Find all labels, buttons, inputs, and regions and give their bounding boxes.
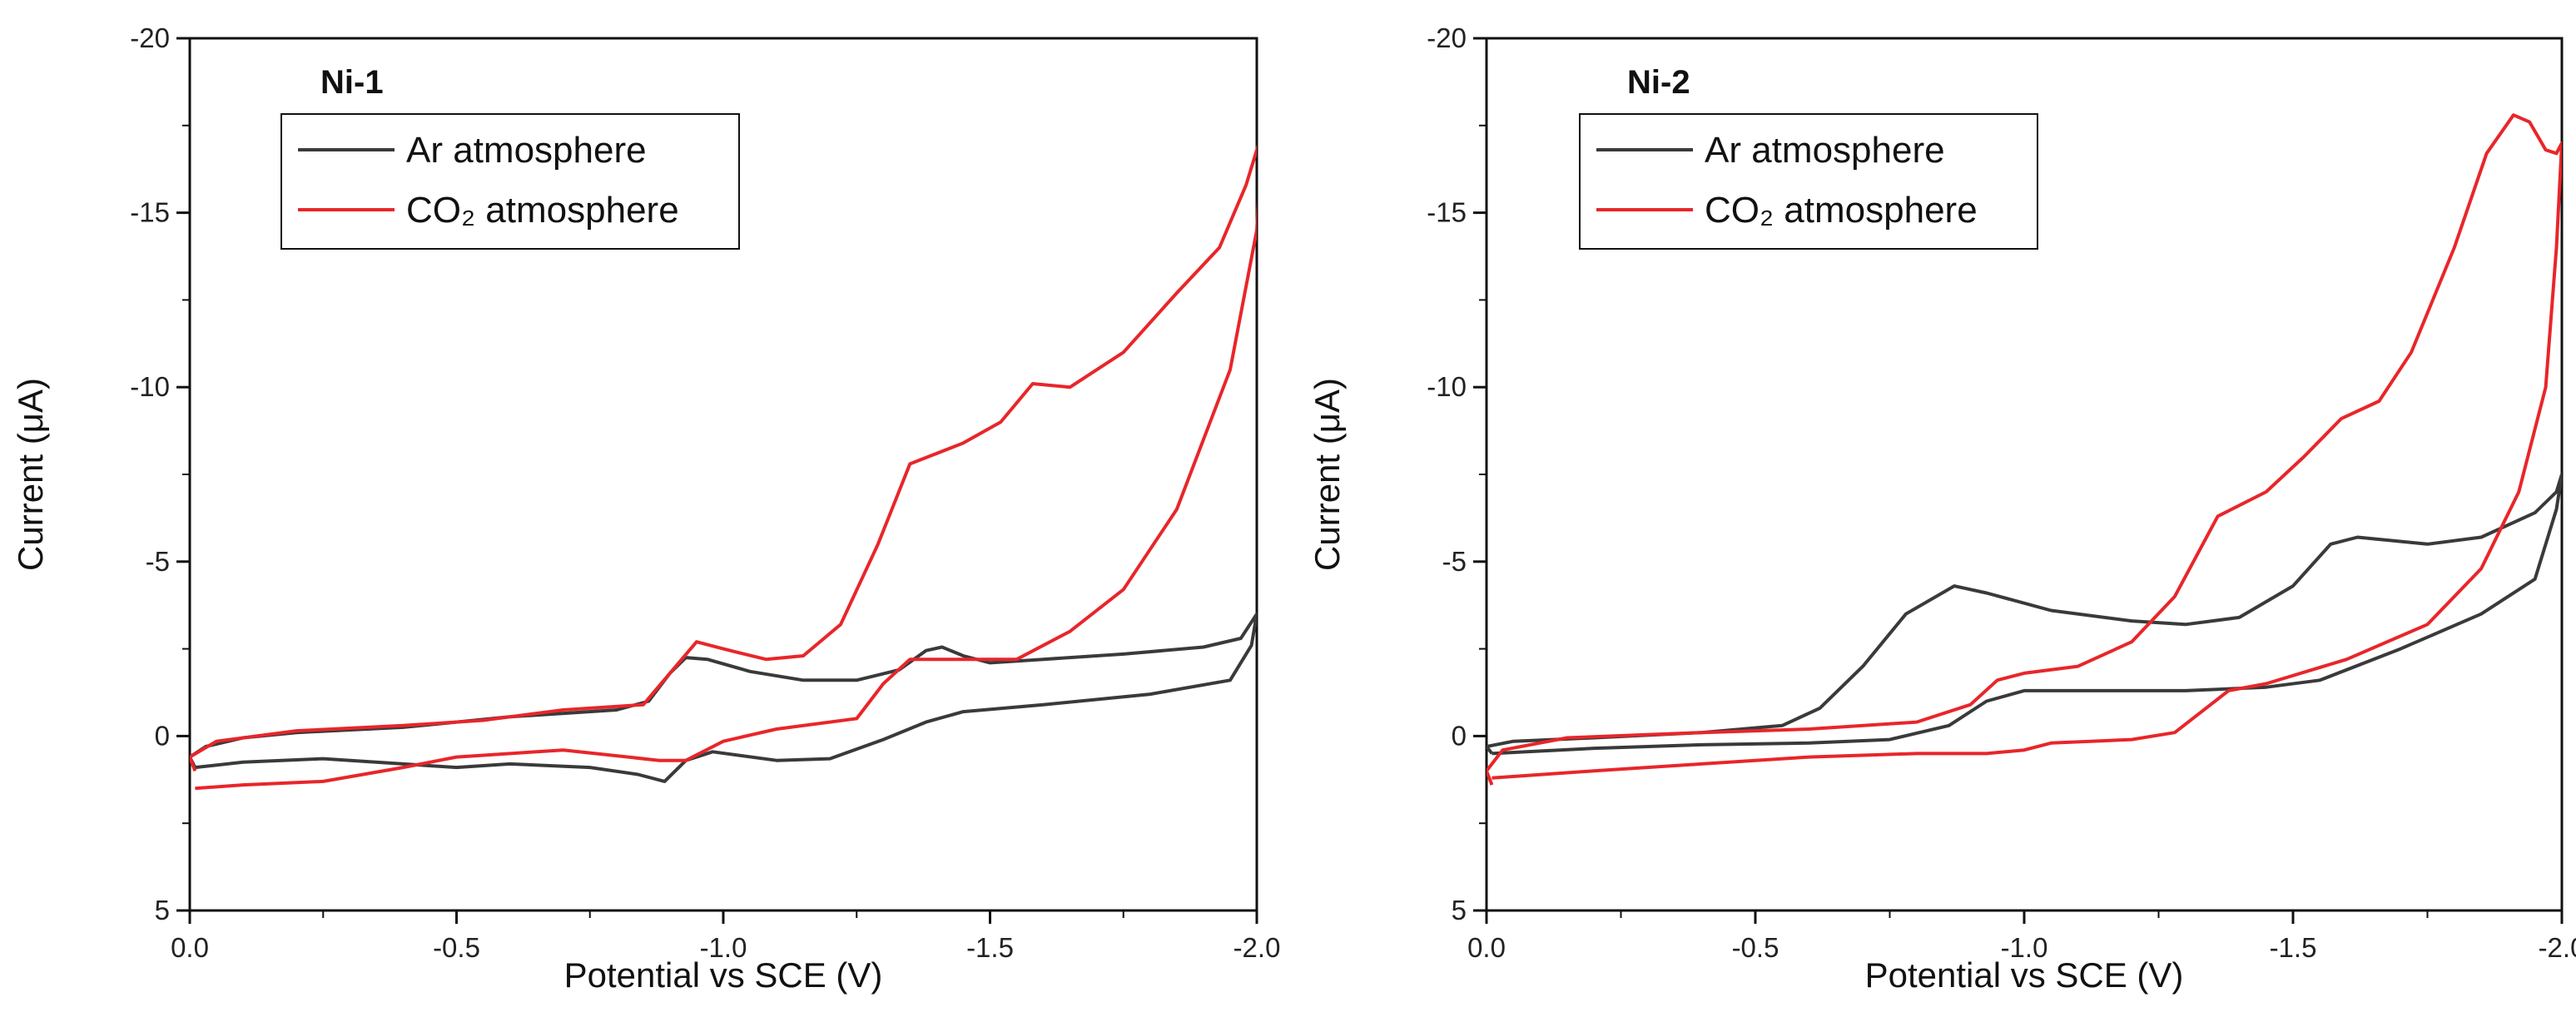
legend-label-ar: Ar atmosphere — [406, 130, 647, 171]
chart-panel-ni-2: 0.0 -0.5 -1.0 -1.5 -2.0 -20 -15 -10 -5 0 5 Potentia… — [1308, 22, 2576, 995]
x-tick-label: 0.0 — [1467, 932, 1506, 963]
y-tick-label: -5 — [1442, 546, 1467, 577]
legend-label-co2: CO₂ atmosphere — [1705, 190, 1978, 231]
x-axis-title: Potential vs SCE (V) — [1865, 955, 2184, 995]
x-tick-label: -2.0 — [2539, 932, 2576, 963]
y-tick-label: -15 — [1427, 197, 1467, 228]
x-tick-label: -1.5 — [2270, 932, 2317, 963]
legend-box — [1579, 113, 2038, 250]
legend-label-co2: CO₂ atmosphere — [406, 190, 679, 231]
x-tick-label: -0.5 — [433, 932, 480, 963]
x-tick-label: -1.0 — [700, 932, 747, 963]
y-tick-label: 0 — [155, 720, 170, 751]
y-tick-label: 5 — [1452, 895, 1467, 925]
x-tick-label: 0.0 — [171, 932, 209, 963]
x-tick-label: -1.5 — [966, 932, 1014, 963]
legend-box — [280, 113, 740, 250]
y-tick-label: 5 — [155, 895, 170, 925]
chart-panel-ni-1: 0.0 -0.5 -1.0 -1.5 -2.0 -20 -15 -10 -5 0 5 Potentia… — [11, 22, 1280, 995]
y-tick-label: -20 — [130, 22, 170, 53]
x-tick-label: -0.5 — [1732, 932, 1779, 963]
series-line-co2 — [1487, 113, 2562, 786]
x-tick-label: -1.0 — [2001, 932, 2048, 963]
legend-label-ar: Ar atmosphere — [1705, 130, 1945, 171]
series-line-ar — [190, 612, 1257, 783]
y-tick-label: -10 — [1427, 371, 1467, 402]
legend: Ar atmosphere CO₂ atmosphere — [1579, 113, 2038, 250]
legend: Ar atmosphere CO₂ atmosphere — [280, 113, 740, 250]
x-tick-label: -2.0 — [1233, 932, 1281, 963]
y-tick-label: -15 — [130, 197, 170, 228]
x-axis-title: Potential vs SCE (V) — [564, 955, 883, 995]
y-tick-label: 0 — [1452, 720, 1467, 751]
y-tick-label: -10 — [130, 371, 170, 402]
panel-title: Ni-2 — [1627, 64, 1690, 101]
panel-title: Ni-1 — [320, 64, 384, 101]
series-line-co2 — [190, 144, 1257, 791]
series-line-ar — [1487, 473, 2562, 756]
y-tick-label: -20 — [1427, 22, 1467, 53]
y-axis-title: Current (μA) — [11, 378, 50, 571]
y-tick-label: -5 — [146, 546, 170, 577]
y-axis-title: Current (μA) — [1308, 378, 1347, 571]
